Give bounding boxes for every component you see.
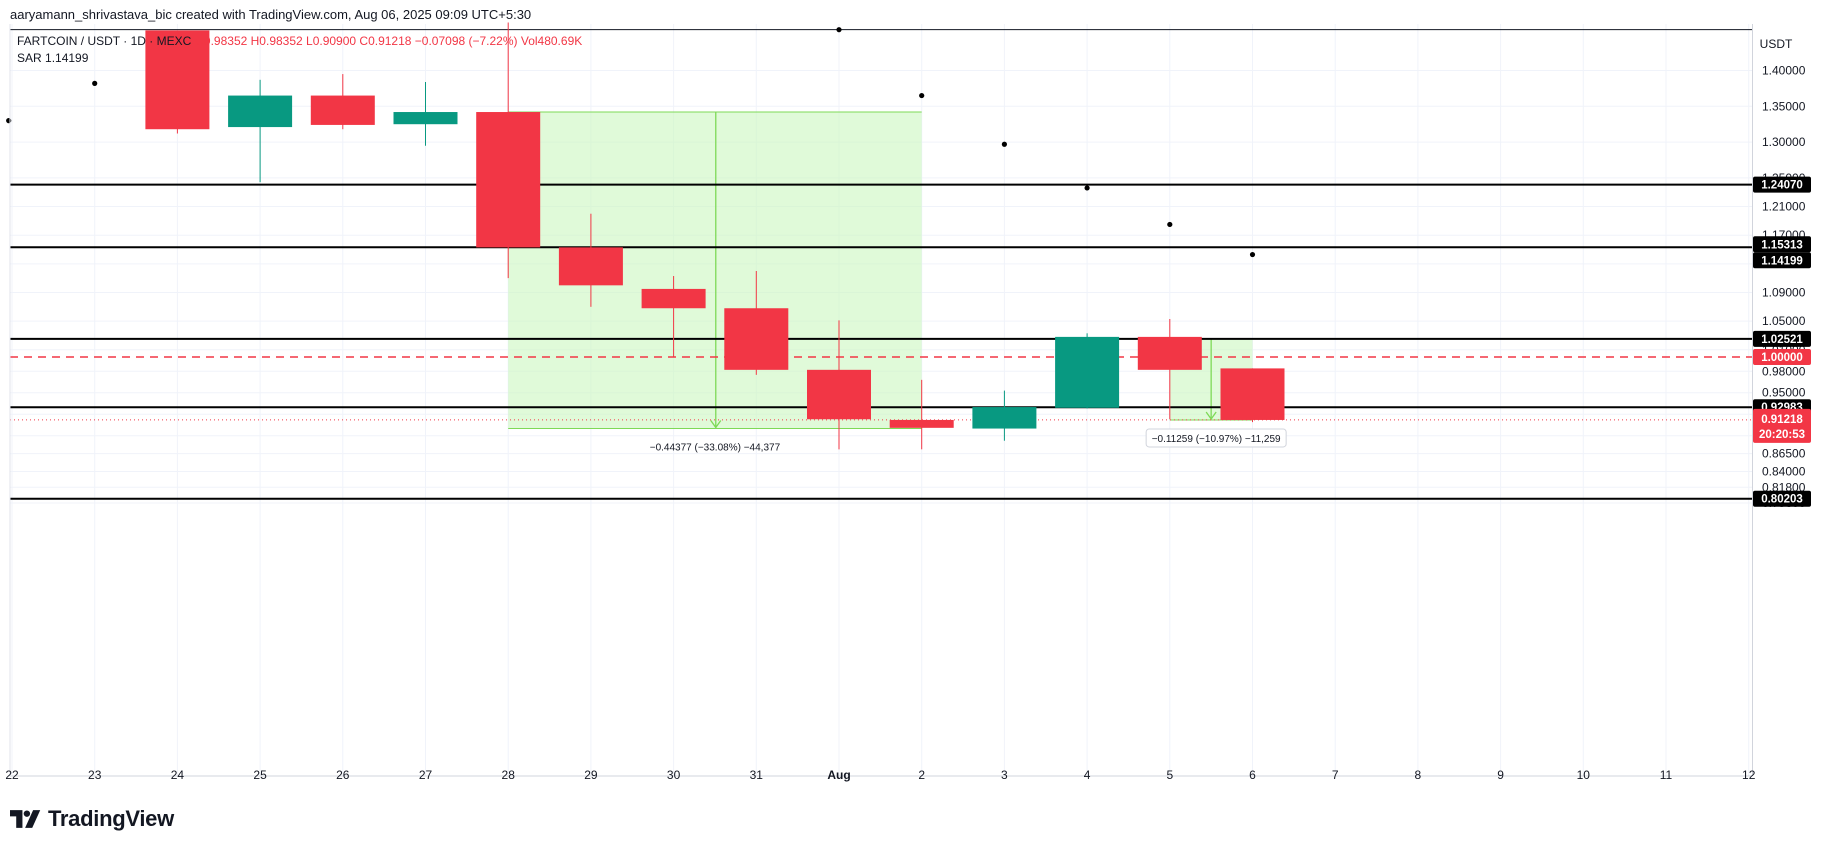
x-tick-label: 9 (1497, 768, 1504, 782)
x-tick-label: 11 (1660, 768, 1673, 782)
level-tag: 1.02521 (1761, 334, 1803, 346)
y-tick-label: 1.05000 (1762, 314, 1806, 328)
level-tag-bg (1753, 490, 1811, 507)
measure-arrowhead (710, 420, 722, 429)
sar-dot (1001, 141, 1008, 147)
measure-label-bg (1145, 428, 1287, 448)
candle-body (807, 369, 871, 420)
x-tick-label: 24 (171, 768, 185, 782)
level-tag: 0.80203 (1761, 494, 1803, 506)
x-tick-label: 6 (1249, 768, 1256, 782)
x-tick-label: 3 (1001, 768, 1008, 782)
candle-body (228, 95, 293, 128)
sar-dot (1084, 185, 1090, 191)
candle-body (476, 112, 541, 248)
x-tick-label: 7 (1332, 768, 1339, 782)
measure-arrowhead (1205, 411, 1217, 421)
sar-dot (919, 92, 925, 99)
x-tick-label: 30 (667, 768, 681, 782)
x-tick-label: 31 (750, 768, 764, 782)
x-tick-label: 27 (419, 768, 433, 782)
tradingview-logo-icon (10, 810, 41, 828)
candle-body (310, 95, 375, 125)
y-tick-label: 1.30000 (1762, 135, 1806, 149)
y-tick-label: 1.09000 (1762, 285, 1806, 299)
candle-body (1137, 336, 1202, 370)
level-tag: 1.24070 (1761, 180, 1803, 192)
x-tick-label: 12 (1742, 768, 1756, 782)
x-tick-label: 23 (88, 768, 102, 782)
currency-label: USDT (1760, 37, 1793, 51)
y-tick-label: 0.98000 (1762, 364, 1806, 378)
y-tick-label: 0.84000 (1762, 465, 1806, 479)
level-tag-bg (1753, 236, 1811, 253)
x-tick-label: 26 (336, 768, 350, 782)
sar-dot (836, 27, 842, 33)
x-tick-label: 29 (584, 768, 598, 782)
tradingview-brand[interactable]: TradingView (10, 806, 174, 832)
creator-caption: aaryamann_shrivastava_bic created with T… (10, 7, 532, 22)
symbol-legend: FARTCOIN / USDT · 1D · MEXC O0.98352 H0.… (17, 34, 582, 48)
current-price-tag-bg (1753, 408, 1811, 443)
current-price-tag: 0.91218 (1761, 414, 1803, 426)
x-tick-label: Aug (827, 768, 850, 782)
level-tag: 1.00000 (1761, 352, 1803, 364)
y-tick-label: 1.21000 (1762, 200, 1806, 214)
level-tag-bg (1753, 252, 1811, 269)
x-tick-label: 4 (1084, 768, 1091, 782)
sar-legend: SAR 1.14199 (17, 51, 88, 65)
countdown-tag: 20:20:53 (1759, 429, 1805, 441)
x-tick-label: 28 (502, 768, 516, 782)
candle-body (393, 112, 458, 125)
level-tag-bg (1753, 176, 1811, 193)
y-tick-label: 0.86500 (1762, 447, 1806, 461)
candle-body (558, 247, 623, 286)
candle-body (641, 288, 706, 309)
candle-body (1055, 336, 1120, 408)
y-tick-label: 1.40000 (1762, 64, 1806, 78)
measure-label: −0.11259 (−10.97%) −11,259 (1152, 434, 1281, 445)
sar-value: 1.14199 (45, 51, 89, 65)
candle-body (1220, 368, 1285, 420)
symbol-name: FARTCOIN / USDT · 1D · MEXC (17, 34, 192, 48)
candle-body (889, 419, 954, 428)
measure-label: −0.44377 (−33.08%) −44,377 (650, 443, 781, 454)
candle-body (972, 407, 1037, 429)
x-tick-label: 2 (918, 768, 925, 782)
x-tick-label: 22 (5, 768, 19, 782)
x-tick-label: 10 (1577, 768, 1591, 782)
sar-dot (6, 118, 12, 124)
x-tick-label: 8 (1415, 768, 1422, 782)
x-tick-label: 25 (253, 768, 267, 782)
horizontal-levels[interactable] (10, 29, 1752, 500)
sar-dot (92, 80, 98, 86)
y-tick-label: 1.35000 (1762, 99, 1806, 113)
x-tick-label: 5 (1166, 768, 1173, 782)
candle-body (145, 30, 210, 130)
candles (145, 22, 1285, 450)
sar-dot (1167, 221, 1173, 228)
level-tag-bg (1753, 330, 1811, 347)
level-tag: 1.14199 (1761, 255, 1803, 267)
y-tick-label: 0.95000 (1762, 386, 1806, 400)
tradingview-logo-text: TradingView (48, 806, 174, 831)
price-tags: 1.240701.153131.141991.025211.000000.929… (1753, 176, 1811, 507)
ohlc-values: O0.98352 H0.98352 L0.90900 C0.91218 −0.0… (194, 34, 583, 48)
level-tag-bg (1753, 348, 1811, 365)
sar-label: SAR (17, 51, 42, 65)
candle-body (724, 308, 789, 370)
sar-dots (6, 27, 1256, 258)
level-tag: 1.15313 (1761, 239, 1803, 251)
sar-dot (1249, 251, 1256, 258)
